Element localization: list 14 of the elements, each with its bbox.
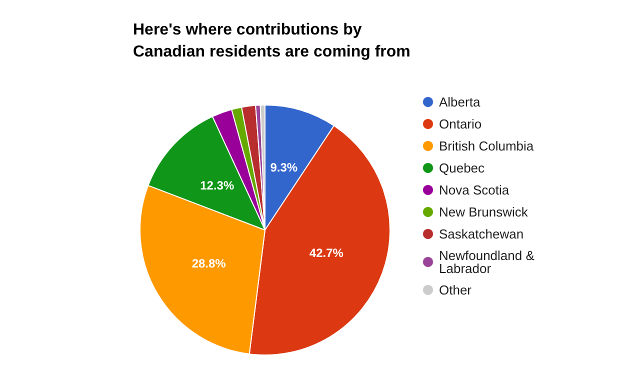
legend-label: Newfoundland & Labrador (439, 248, 538, 276)
data-label: 42.7% (309, 246, 344, 260)
chart-title: Here's where contributions by Canadian residents are coming from (133, 22, 410, 60)
legend-label: Quebec (439, 160, 486, 176)
data-label: 12.3% (200, 178, 234, 192)
data-label: 28.8% (192, 256, 226, 271)
legend-label: Alberta (439, 94, 481, 110)
legend-label: Saskatchewan (439, 226, 524, 242)
legend-label: Ontario (439, 116, 482, 132)
legend-label: British Columbia (439, 138, 534, 154)
legend-label: Nova Scotia (439, 182, 510, 198)
legend-label: New Brunswick (439, 204, 528, 220)
legend-label: Other (439, 282, 472, 298)
data-label: 9.3% (270, 160, 298, 174)
